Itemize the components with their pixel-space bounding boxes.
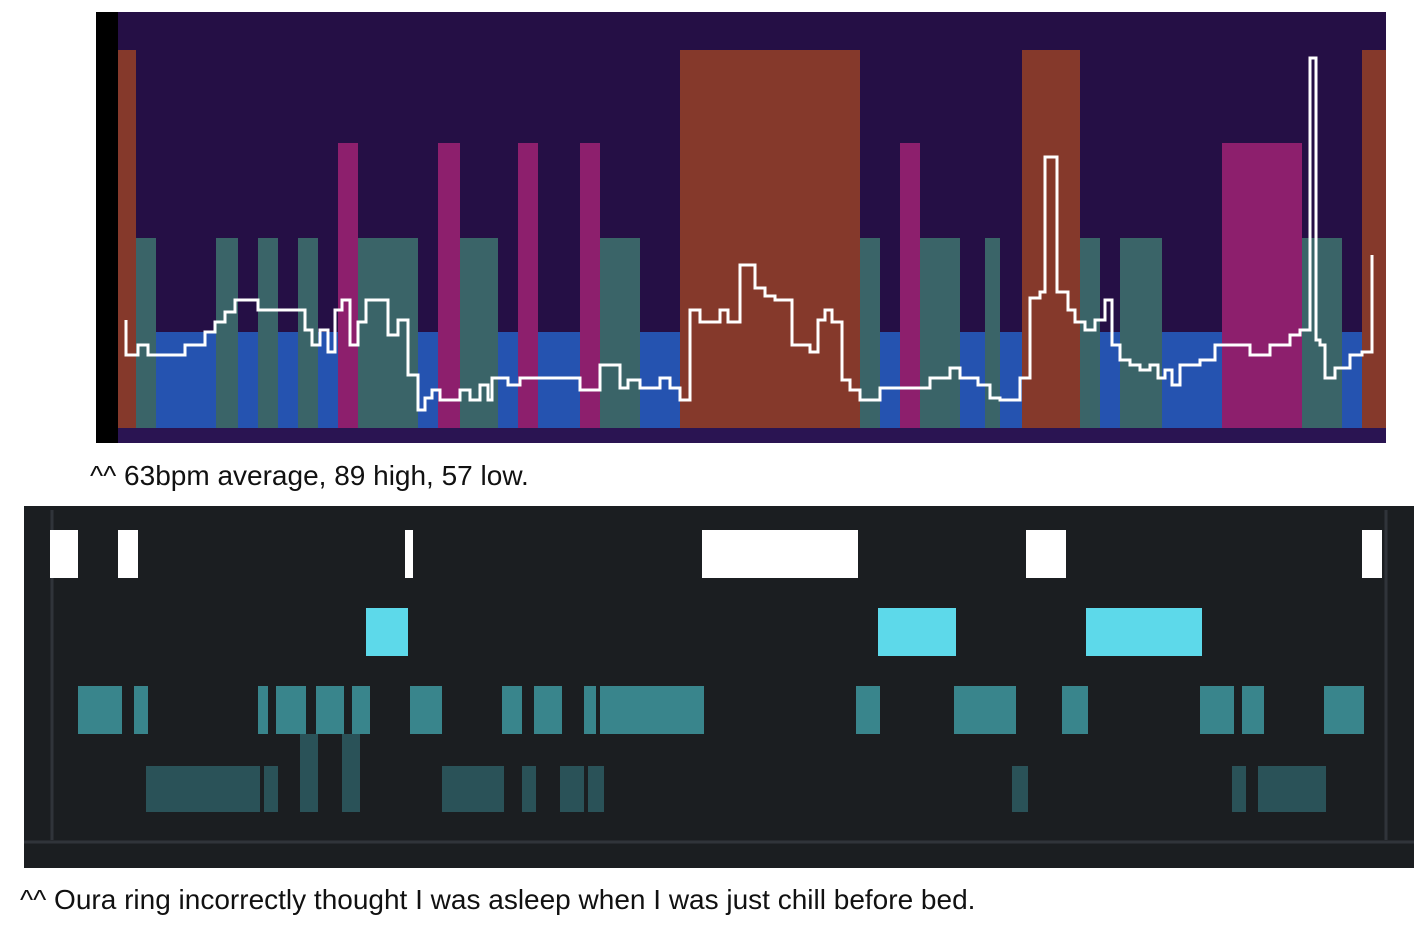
stage-block xyxy=(258,238,278,428)
stage-block xyxy=(276,686,306,734)
stage-block xyxy=(900,143,920,428)
stage-block xyxy=(1062,686,1088,734)
stage-block xyxy=(1012,766,1028,812)
stage-block xyxy=(338,143,358,428)
stage-block xyxy=(584,686,596,734)
stage-block xyxy=(1086,608,1202,656)
stage-block xyxy=(1000,332,1022,428)
stage-block xyxy=(1200,686,1234,734)
stage-block xyxy=(136,238,156,428)
sleep-stage-columns xyxy=(118,50,1386,428)
stage-block xyxy=(316,686,344,734)
stage-block xyxy=(954,686,1016,734)
heart-rate-line xyxy=(124,56,1374,412)
hypnogram-chart xyxy=(24,506,1414,868)
stage-block xyxy=(680,50,860,428)
stage-block xyxy=(1324,686,1364,734)
stage-block xyxy=(278,332,298,428)
caption: ^^ 63bpm average, 89 high, 57 low. xyxy=(90,460,529,491)
stage-block xyxy=(78,686,122,734)
stage-block xyxy=(1026,530,1066,578)
stage-block xyxy=(1120,238,1162,428)
sleep-stage-blocks xyxy=(50,530,1382,812)
stage-block xyxy=(118,50,136,428)
heart-rate-chart xyxy=(96,12,1386,443)
stage-block xyxy=(264,766,278,812)
stage-block xyxy=(238,332,258,428)
stage-block xyxy=(418,332,438,428)
stage-block xyxy=(880,332,900,428)
stage-block xyxy=(366,608,408,656)
stage-block xyxy=(146,766,260,812)
stage-block xyxy=(534,686,562,734)
stage-block xyxy=(538,332,580,428)
stage-block xyxy=(342,734,360,812)
stage-block xyxy=(878,608,956,656)
stage-block xyxy=(856,686,880,734)
stage-block xyxy=(1362,50,1386,428)
bottom-band xyxy=(118,428,1386,443)
stage-block xyxy=(1302,238,1342,428)
stage-block xyxy=(1222,143,1302,428)
stage-block xyxy=(405,530,413,578)
stage-block xyxy=(702,530,858,578)
stage-block xyxy=(410,686,442,734)
stage-block xyxy=(518,143,538,428)
stage-block xyxy=(600,686,704,734)
stage-block xyxy=(560,766,584,812)
stage-block xyxy=(258,686,268,734)
stage-block xyxy=(118,530,138,578)
stage-block xyxy=(960,332,985,428)
stage-block xyxy=(50,530,78,578)
stage-block xyxy=(298,238,318,428)
stage-block xyxy=(352,686,370,734)
stage-block xyxy=(1022,50,1080,428)
stage-block xyxy=(438,143,460,428)
stage-block xyxy=(985,238,1000,428)
stage-block xyxy=(588,766,604,812)
stage-block xyxy=(1232,766,1246,812)
stage-block xyxy=(216,238,238,428)
left-strip xyxy=(96,12,118,443)
stage-block xyxy=(920,238,960,428)
stage-block xyxy=(860,238,880,428)
stage-block xyxy=(134,686,148,734)
stage-block xyxy=(1080,238,1100,428)
stage-block xyxy=(1362,530,1382,578)
stage-block xyxy=(600,238,640,428)
stage-block xyxy=(442,766,504,812)
stage-block xyxy=(1100,332,1120,428)
stage-block xyxy=(300,734,318,812)
stage-block xyxy=(502,686,522,734)
stage-block xyxy=(580,143,600,428)
stage-block xyxy=(1242,686,1264,734)
stage-block xyxy=(1258,766,1326,812)
stage-block xyxy=(522,766,536,812)
stage-block xyxy=(1342,332,1362,428)
caption: ^^ Oura ring incorrectly thought I was a… xyxy=(20,884,976,915)
stage-block xyxy=(318,332,338,428)
